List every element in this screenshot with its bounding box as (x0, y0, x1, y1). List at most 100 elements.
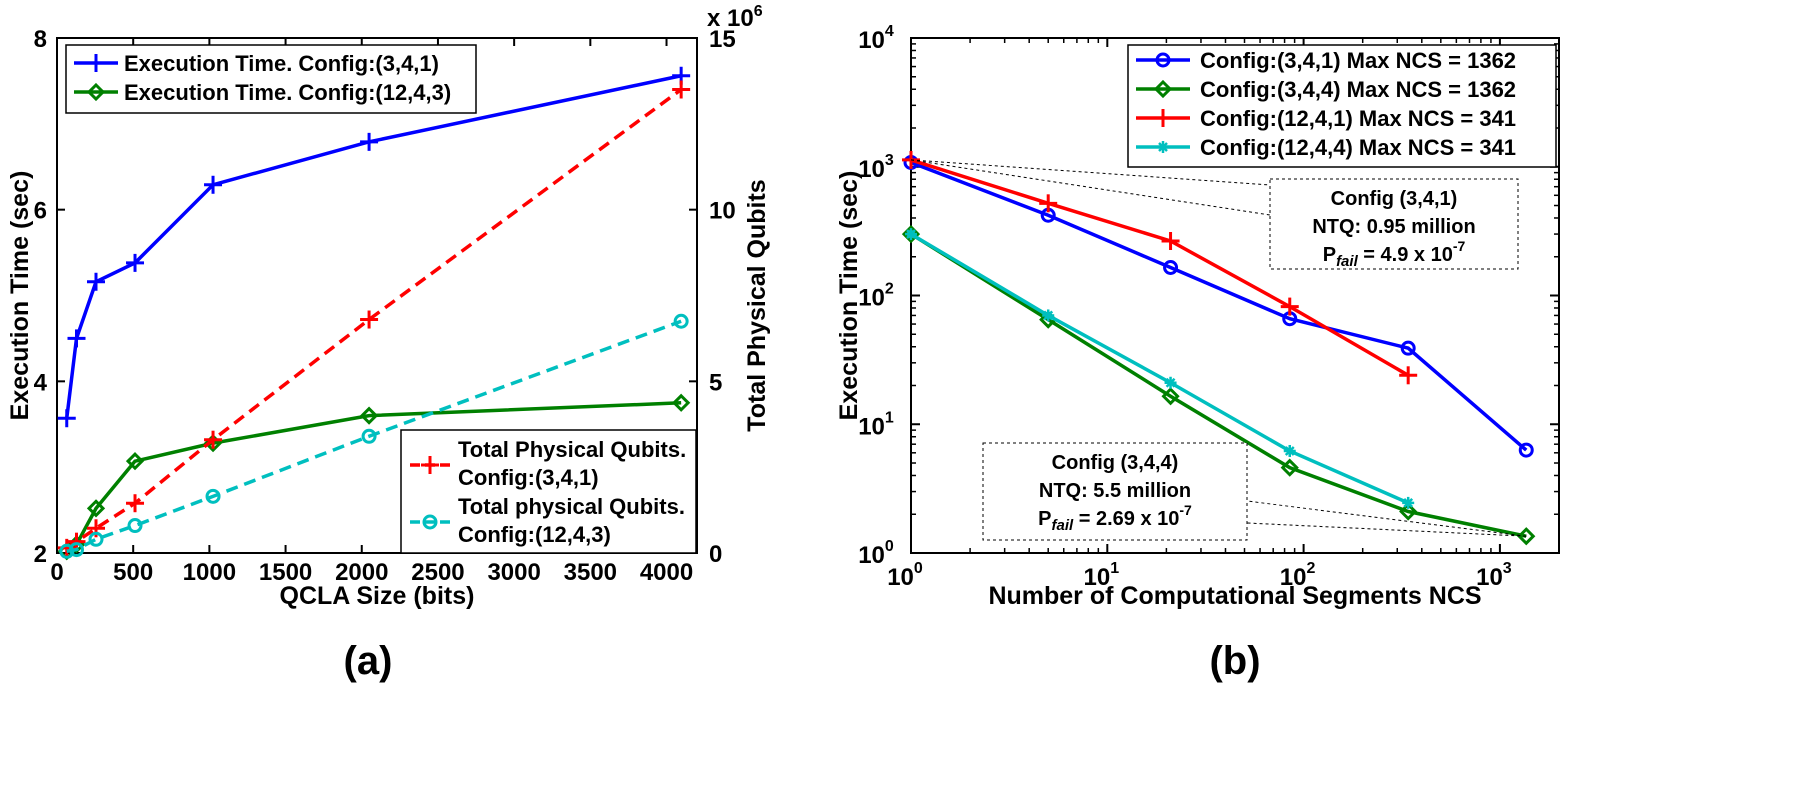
y-axis-label-b: Execution Time (sec) (835, 171, 863, 421)
annotation-box-b-1 (982, 442, 1248, 541)
pfail-prefix: P (1038, 508, 1051, 530)
y-tick-label-a: 6 (34, 198, 47, 225)
x-tick-label-a: 0 (50, 559, 63, 586)
annotation-title-b-1: Config (3,4,4) (1052, 452, 1179, 474)
y-tick-label-a: 2 (34, 541, 47, 568)
pfail-exp: -7 (1179, 502, 1192, 518)
y-tick-label-b-exp: 2 (885, 281, 894, 298)
series-line-b-0 (910, 160, 1528, 452)
y2-multiplier-exp: 6 (754, 3, 763, 20)
legend-entry-a-2-l1: Total Physical Qubits. (458, 437, 686, 462)
x-tick-label-b-exp: 0 (914, 560, 923, 577)
y-tick-label-a: 8 (34, 26, 47, 53)
x-tick-label-b-base: 10 (1280, 564, 1307, 591)
x-tick-label-b: 103 (1476, 560, 1512, 591)
series-a-3 (59, 313, 689, 559)
legend-entry-b-1: Config:(3,4,4) Max NCS = 1362 (1200, 77, 1516, 102)
x-tick-label-b: 102 (1280, 560, 1316, 591)
data-point-a-3 (127, 518, 143, 534)
y-tick-label-b: 103 (858, 152, 894, 183)
y-tick-label-a: 4 (34, 369, 48, 396)
x-tick-label-b-exp: 2 (1307, 560, 1316, 577)
legend-b (1127, 44, 1557, 168)
y-tick-label-b-exp: 1 (885, 409, 894, 426)
x-tick-label-a: 3000 (487, 559, 540, 586)
data-point-a-3 (69, 542, 85, 558)
y2-tick-label-a: 5 (709, 369, 722, 396)
y2-multiplier-base: x 10 (707, 5, 754, 32)
legend-entry-b-3: Config:(12,4,4) Max NCS = 341 (1200, 135, 1516, 160)
annotation-leader-b-1 (1246, 500, 1527, 537)
series-line-a-3 (66, 319, 682, 554)
legend-entry-b-0: Config:(3,4,1) Max NCS = 1362 (1200, 48, 1516, 73)
data-point-a-1 (672, 393, 691, 412)
legend-marker-b-3-d (1158, 142, 1168, 152)
y-tick-label-b: 104 (858, 23, 894, 54)
data-point-a-3 (59, 543, 75, 559)
legend-entry-b-2: Config:(12,4,1) Max NCS = 341 (1200, 106, 1516, 131)
data-point-b-0 (1400, 340, 1416, 356)
pfail-sub: fail (1336, 253, 1359, 270)
legend-top-a (65, 44, 477, 114)
x-tick-label-b-base: 10 (1083, 564, 1110, 591)
series-line-b-1 (910, 232, 1527, 538)
x-tick-label-b-base: 10 (887, 564, 914, 591)
legend-entry-a-3-l2: Config:(12,4,3) (458, 522, 611, 547)
y2-axis-label-a: Total Physical Qubits (743, 179, 771, 431)
annotation-pfail-b-1: Pfail = 2.69 x 10-7 (1038, 502, 1192, 534)
data-point-a-3 (361, 428, 377, 444)
legend-entry-a-0: Execution Time. Config:(3,4,1) (124, 51, 439, 76)
panel-label-b: (b) (1209, 639, 1260, 683)
data-point-b-3-d (1403, 498, 1414, 508)
legend-marker-b-0 (1155, 52, 1171, 68)
x-tick-label-a: 1000 (183, 559, 236, 586)
data-point-b-3-d (1043, 310, 1054, 321)
panel-label-a: (a) (344, 639, 393, 683)
y-tick-label-b-exp: 0 (885, 538, 894, 555)
y2-multiplier-a: x 106 (707, 3, 763, 32)
pfail-exp: -7 (1453, 238, 1466, 254)
series-b-2 (902, 150, 1418, 385)
legend-bottom-a (400, 429, 697, 554)
x-tick-label-b-base: 10 (1476, 564, 1503, 591)
legend-entry-a-3-l1: Total physical Qubits. (458, 494, 685, 519)
x-tick-label-b: 101 (1083, 560, 1119, 591)
pfail-prefix: P (1323, 244, 1336, 266)
legend-entry-a-2-l2: Config:(3,4,1) (458, 465, 599, 490)
data-point-b-1 (1280, 458, 1299, 477)
data-point-b-3-d (906, 229, 916, 239)
x-axis-label-a: QCLA Size (bits) (280, 582, 475, 610)
data-point-b-1 (1399, 502, 1418, 521)
y-tick-label-b-base: 10 (858, 285, 885, 312)
x-tick-label-a: 1500 (259, 559, 312, 586)
data-point-b-0 (1163, 259, 1179, 275)
data-point-b-1 (901, 224, 921, 244)
annotation-title-b-0: Config (3,4,1) (1331, 188, 1458, 210)
x-tick-label-a: 4000 (640, 559, 693, 586)
legend-marker-a-1 (86, 82, 106, 102)
y-tick-label-b-exp: 3 (885, 152, 894, 169)
x-tick-label-a: 500 (113, 559, 153, 586)
data-point-a-3 (205, 488, 221, 504)
annotation-leader-b-1 (1246, 522, 1527, 537)
series-a-0 (57, 66, 691, 428)
data-point-a-3 (673, 313, 689, 329)
series-b-1 (901, 224, 1536, 546)
data-point-a-1 (359, 406, 379, 425)
y-tick-label-b: 102 (858, 281, 894, 312)
annotation-leader-b-0 (910, 159, 1271, 216)
data-point-a-1 (86, 499, 106, 518)
y-tick-label-b: 100 (858, 538, 894, 569)
y-tick-label-b-base: 10 (858, 542, 885, 569)
x-tick-label-a: 2500 (411, 559, 464, 586)
data-point-b-0 (1518, 442, 1534, 458)
data-point-b-1 (1161, 387, 1180, 406)
annotation-ntq-b-1: NTQ: 5.5 million (1039, 480, 1191, 502)
y-tick-label-b-base: 10 (858, 27, 885, 54)
x-axis-label-b: Number of Computational Segments NCS (988, 582, 1481, 610)
legend-entry-a-1: Execution Time. Config:(12,4,3) (124, 80, 451, 105)
x-tick-label-b: 100 (887, 560, 923, 591)
